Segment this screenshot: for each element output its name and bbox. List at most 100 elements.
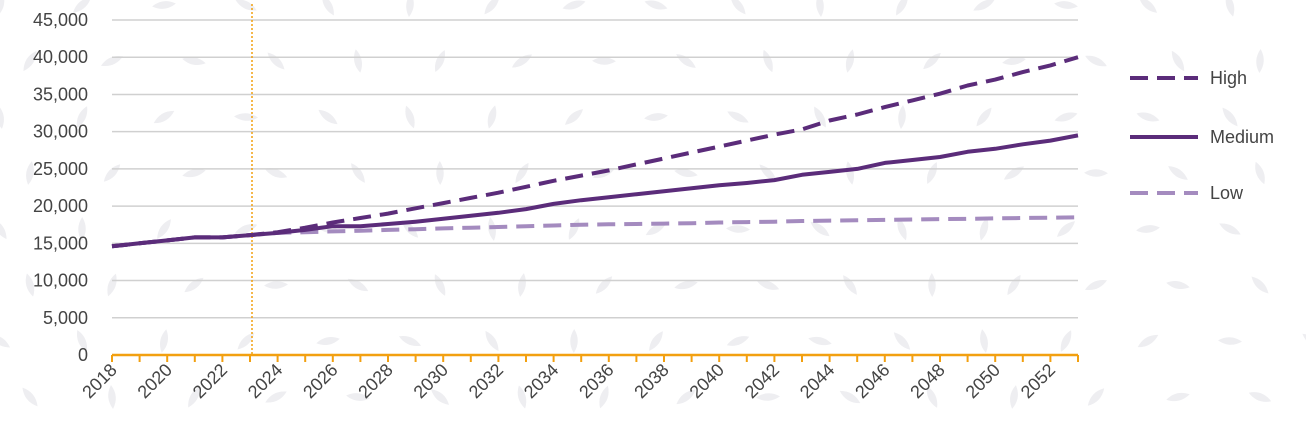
background-leaf-icon [843,48,857,74]
background-leaf-icon [348,161,368,185]
background-leaf-icon [1252,160,1268,186]
background-leaf-icon [643,0,669,13]
background-leaf-icon [971,0,997,14]
background-leaf-icon [1255,48,1265,74]
x-tick-label: 2052 [1017,360,1059,402]
background-leaf-icon [807,334,833,348]
background-leaf-icon [1248,273,1272,297]
background-leaf-icon [104,272,120,298]
legend-item-low: Low [1130,183,1244,203]
background-leaf-icon [107,384,117,410]
background-leaf-icon [1219,105,1241,129]
background-leaf-icon [815,0,825,18]
background-leaf-icon [1135,109,1161,125]
background-leaf-icon [99,52,125,70]
background-leaf-icon [561,0,587,13]
background-leaf-icon [1004,272,1024,298]
y-tick-label: 40,000 [33,47,88,67]
background-leaf-icon [263,165,289,181]
background-leaf-icon [397,332,423,350]
background-leaf-icon [923,160,941,186]
x-tick-label: 2046 [851,360,893,402]
background-leaf-icon [928,272,936,298]
legend-label: Low [1210,183,1244,203]
x-tick-label: 2050 [962,360,1004,402]
legend-label: Medium [1210,127,1274,147]
background-leaf-icon [316,106,340,128]
background-leaf-icon [760,48,776,74]
background-leaf-icon [1001,163,1027,183]
background-leaf-icon [1168,48,1188,74]
x-tick-label: 2020 [134,360,176,402]
background-leaf-icon [516,272,528,298]
y-axis-tick-labels: 0 5,000 10,000 15,000 20,000 25,000 30,000 35,0… [33,10,88,365]
background-leaf-icon [755,277,781,293]
x-tick-label: 2022 [189,360,231,402]
background-leaf-icon [591,57,617,65]
background-leaf-icon [436,160,444,186]
background-leaf-icon [233,0,259,14]
background-leaf-icon [570,328,578,354]
x-tick-label: 2036 [575,360,617,402]
background-leaf-icon [1136,0,1160,16]
background-leaf-icon [233,112,259,122]
legend-item-high: High [1130,68,1247,88]
background-leaf-icon [1135,331,1161,351]
background-leaf-icon [509,51,535,71]
background-leaf-icon [19,385,41,409]
background-leaf-icon [562,106,586,128]
background-leaf-icon [481,0,503,17]
background-leaf-icon [1300,330,1306,352]
background-leaf-icon [402,104,418,130]
background-leaf-icon [725,108,751,126]
background-leaf-icon [844,160,856,186]
background-leaf-icon [0,216,10,242]
background-leaf-icon [565,216,583,242]
background-leaf-icon [892,0,912,18]
background-leaf-icon [840,273,860,297]
background-leaf-icon [1165,279,1191,291]
background-leaf-icon [1247,389,1273,405]
grid-lines [112,19,1078,319]
background-leaf-icon [1083,276,1109,294]
background-leaf-icon [1166,163,1190,183]
background-leaf-icon [1223,0,1237,18]
y-tick-label: 35,000 [33,84,88,104]
background-leaf-icon [725,333,751,349]
background-leaf-icon [352,48,364,74]
background-leaf-icon [485,104,499,130]
legend: High Medium Low [1130,68,1274,203]
y-tick-label: 0 [78,345,88,365]
background-leaf-icon [154,217,174,241]
background-leaf-icon [593,273,615,297]
background-leaf-icon [1085,385,1107,409]
x-tick-label: 2038 [630,360,672,402]
y-tick-label: 20,000 [33,196,88,216]
background-leaf-icon [1135,223,1161,235]
x-axis [111,353,1079,362]
background-leaf-icon [0,104,6,130]
background-leaf-icon [897,104,907,130]
series-line-low [111,215,1079,249]
y-tick-label: 25,000 [33,159,88,179]
background-leaf-icon [151,0,177,11]
y-tick-label: 15,000 [33,233,88,253]
legend-item-medium: Medium [1130,127,1274,147]
background-leaf-icon [264,49,288,73]
background-leaf-icon [405,0,415,18]
background-leaf-icon [1165,390,1191,404]
x-axis-tick-labels: 2018 2020 2022 2024 2026 2028 2030 2032 2034 2036… [78,360,1059,402]
background-leaf-icon [643,111,669,123]
background-leaf-icon [182,274,206,296]
background-leaf-icon [0,0,7,18]
background-leaf-icon [158,328,170,354]
y-tick-label: 10,000 [33,271,88,291]
background-leaf-icon [920,50,944,72]
background-leaf-icon [1054,218,1078,240]
y-tick-label: 45,000 [33,10,88,30]
series-line-medium [111,133,1079,249]
x-tick-label: 2030 [410,360,452,402]
x-tick-label: 2034 [520,360,562,402]
background-leaf-icon [315,335,341,347]
